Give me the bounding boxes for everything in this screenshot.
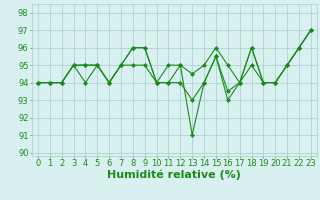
X-axis label: Humidité relative (%): Humidité relative (%) <box>108 170 241 180</box>
